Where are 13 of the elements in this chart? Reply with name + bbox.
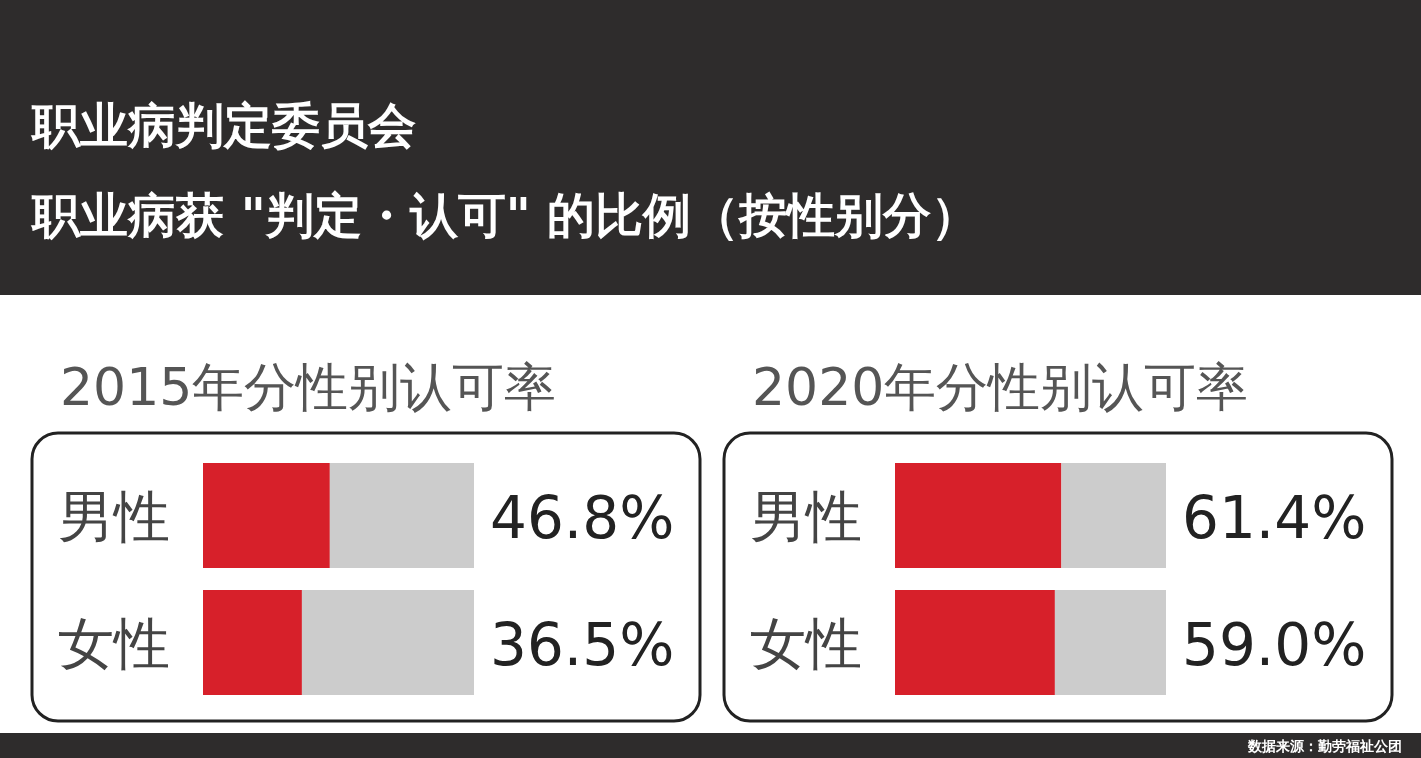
chart-title: 2020年分性别认可率 — [752, 357, 1249, 417]
data-label: 59.0% — [1182, 610, 1367, 679]
text: 职业病获 "判定・认可" 的比例（按性别分） — [30, 187, 980, 243]
data-label: 61.4% — [1182, 483, 1367, 552]
chart-title: 2015年分性别认可率 — [60, 357, 557, 417]
text: 职业病判定委员会 — [30, 97, 416, 153]
data-label: 46.8% — [490, 483, 675, 552]
source-note: 数据来源：勤劳福祉公团 — [1247, 738, 1402, 754]
y-tick-label: 女性 — [750, 610, 862, 676]
y-tick-label: 男性 — [58, 483, 170, 549]
y-tick-label: 男性 — [750, 483, 862, 549]
data-label: 36.5% — [490, 610, 675, 679]
y-tick-label: 女性 — [58, 610, 170, 676]
